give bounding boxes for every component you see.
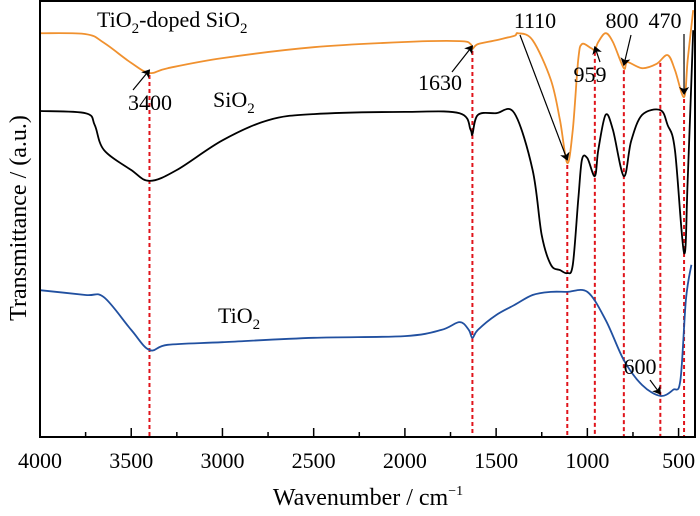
annotation-label-3400: 3400 (128, 90, 172, 115)
series-group (39, 10, 695, 397)
annotation-arrow-959 (592, 45, 602, 63)
x-tick-label: 4000 (18, 448, 62, 473)
annotation-arrow-3400 (132, 69, 151, 91)
annotation-label-1630: 1630 (418, 70, 462, 95)
x-tick-label: 500 (662, 448, 695, 473)
series-line-tio2-doped-sio2 (39, 10, 695, 164)
x-tick-label: 1500 (474, 448, 518, 473)
annotations-group: 3400 1630 1110 959 800 470 600 (128, 8, 690, 395)
annotation-label-800: 800 (606, 8, 639, 33)
series-line-tio2 (39, 264, 693, 397)
annotation-label-600: 600 (624, 354, 657, 379)
annotation-arrow-600 (649, 379, 661, 395)
x-tick-label: 2000 (383, 448, 427, 473)
x-tick-label: 3000 (200, 448, 244, 473)
x-tick-label: 3500 (109, 448, 153, 473)
x-ticks: 4000 3500 3000 2500 2000 1500 1000 500 (18, 428, 695, 473)
x-tick-label: 2500 (292, 448, 336, 473)
x-tick-label: 1000 (565, 448, 609, 473)
x-axis-title: Wavenumber / cm−1 (273, 484, 463, 511)
series-label-tio2-doped-sio2: TiO2-doped SiO2 (97, 7, 248, 37)
series-label-sio2: SiO2 (213, 87, 255, 117)
series-label-tio2: TiO2 (218, 303, 260, 333)
plot-frame (39, 0, 696, 438)
annotation-arrow-1110 (519, 34, 570, 161)
annotation-label-470: 470 (649, 8, 682, 33)
annotation-arrow-1630 (451, 45, 474, 73)
series-line-sio2 (39, 30, 695, 275)
y-axis-title: Transmittance / (a.u.) (6, 115, 32, 321)
annotation-label-959: 959 (574, 62, 607, 87)
annotation-arrow-800 (620, 34, 632, 67)
annotation-label-1110: 1110 (514, 8, 556, 33)
reference-lines (148, 50, 686, 437)
